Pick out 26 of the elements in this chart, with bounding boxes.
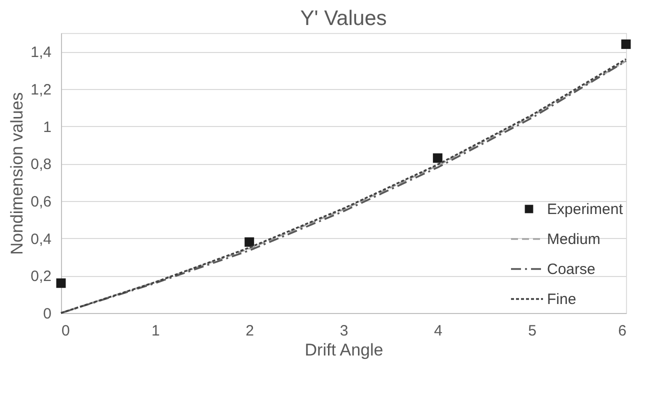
x-tick-label: 2 [246, 322, 254, 340]
legend-label: Experiment [547, 201, 624, 218]
chart-title: Y' Values [300, 7, 387, 30]
point [56, 278, 66, 288]
x-tick-label: 5 [528, 322, 537, 340]
y-tick-label: 0,4 [30, 230, 52, 248]
x-axis-title: Drift Angle [304, 340, 384, 360]
point [432, 153, 442, 163]
y-tick-label: 1 [43, 118, 52, 136]
x-tick-label: 6 [618, 322, 626, 340]
point [621, 39, 631, 49]
y-tick-label: 0 [43, 306, 52, 322]
legend-label: Medium [547, 231, 600, 248]
y-tick-label: 0,2 [30, 268, 52, 286]
x-tick-label: 4 [434, 322, 442, 340]
y-tick-label: 0,6 [30, 194, 52, 210]
x-tick-label: 3 [340, 322, 348, 340]
y-tick-label: 1,4 [30, 44, 52, 62]
x-tick-label: 1 [151, 322, 160, 340]
point [244, 237, 254, 247]
x-tick-label: 0 [62, 322, 70, 340]
legend-label: Coarse [547, 261, 596, 278]
y-tick-label: 1,2 [30, 82, 52, 98]
y-axis-title: Nondimension values [8, 92, 27, 255]
y-tick-label: 0,8 [30, 156, 52, 174]
legend-label: Fine [547, 291, 576, 308]
